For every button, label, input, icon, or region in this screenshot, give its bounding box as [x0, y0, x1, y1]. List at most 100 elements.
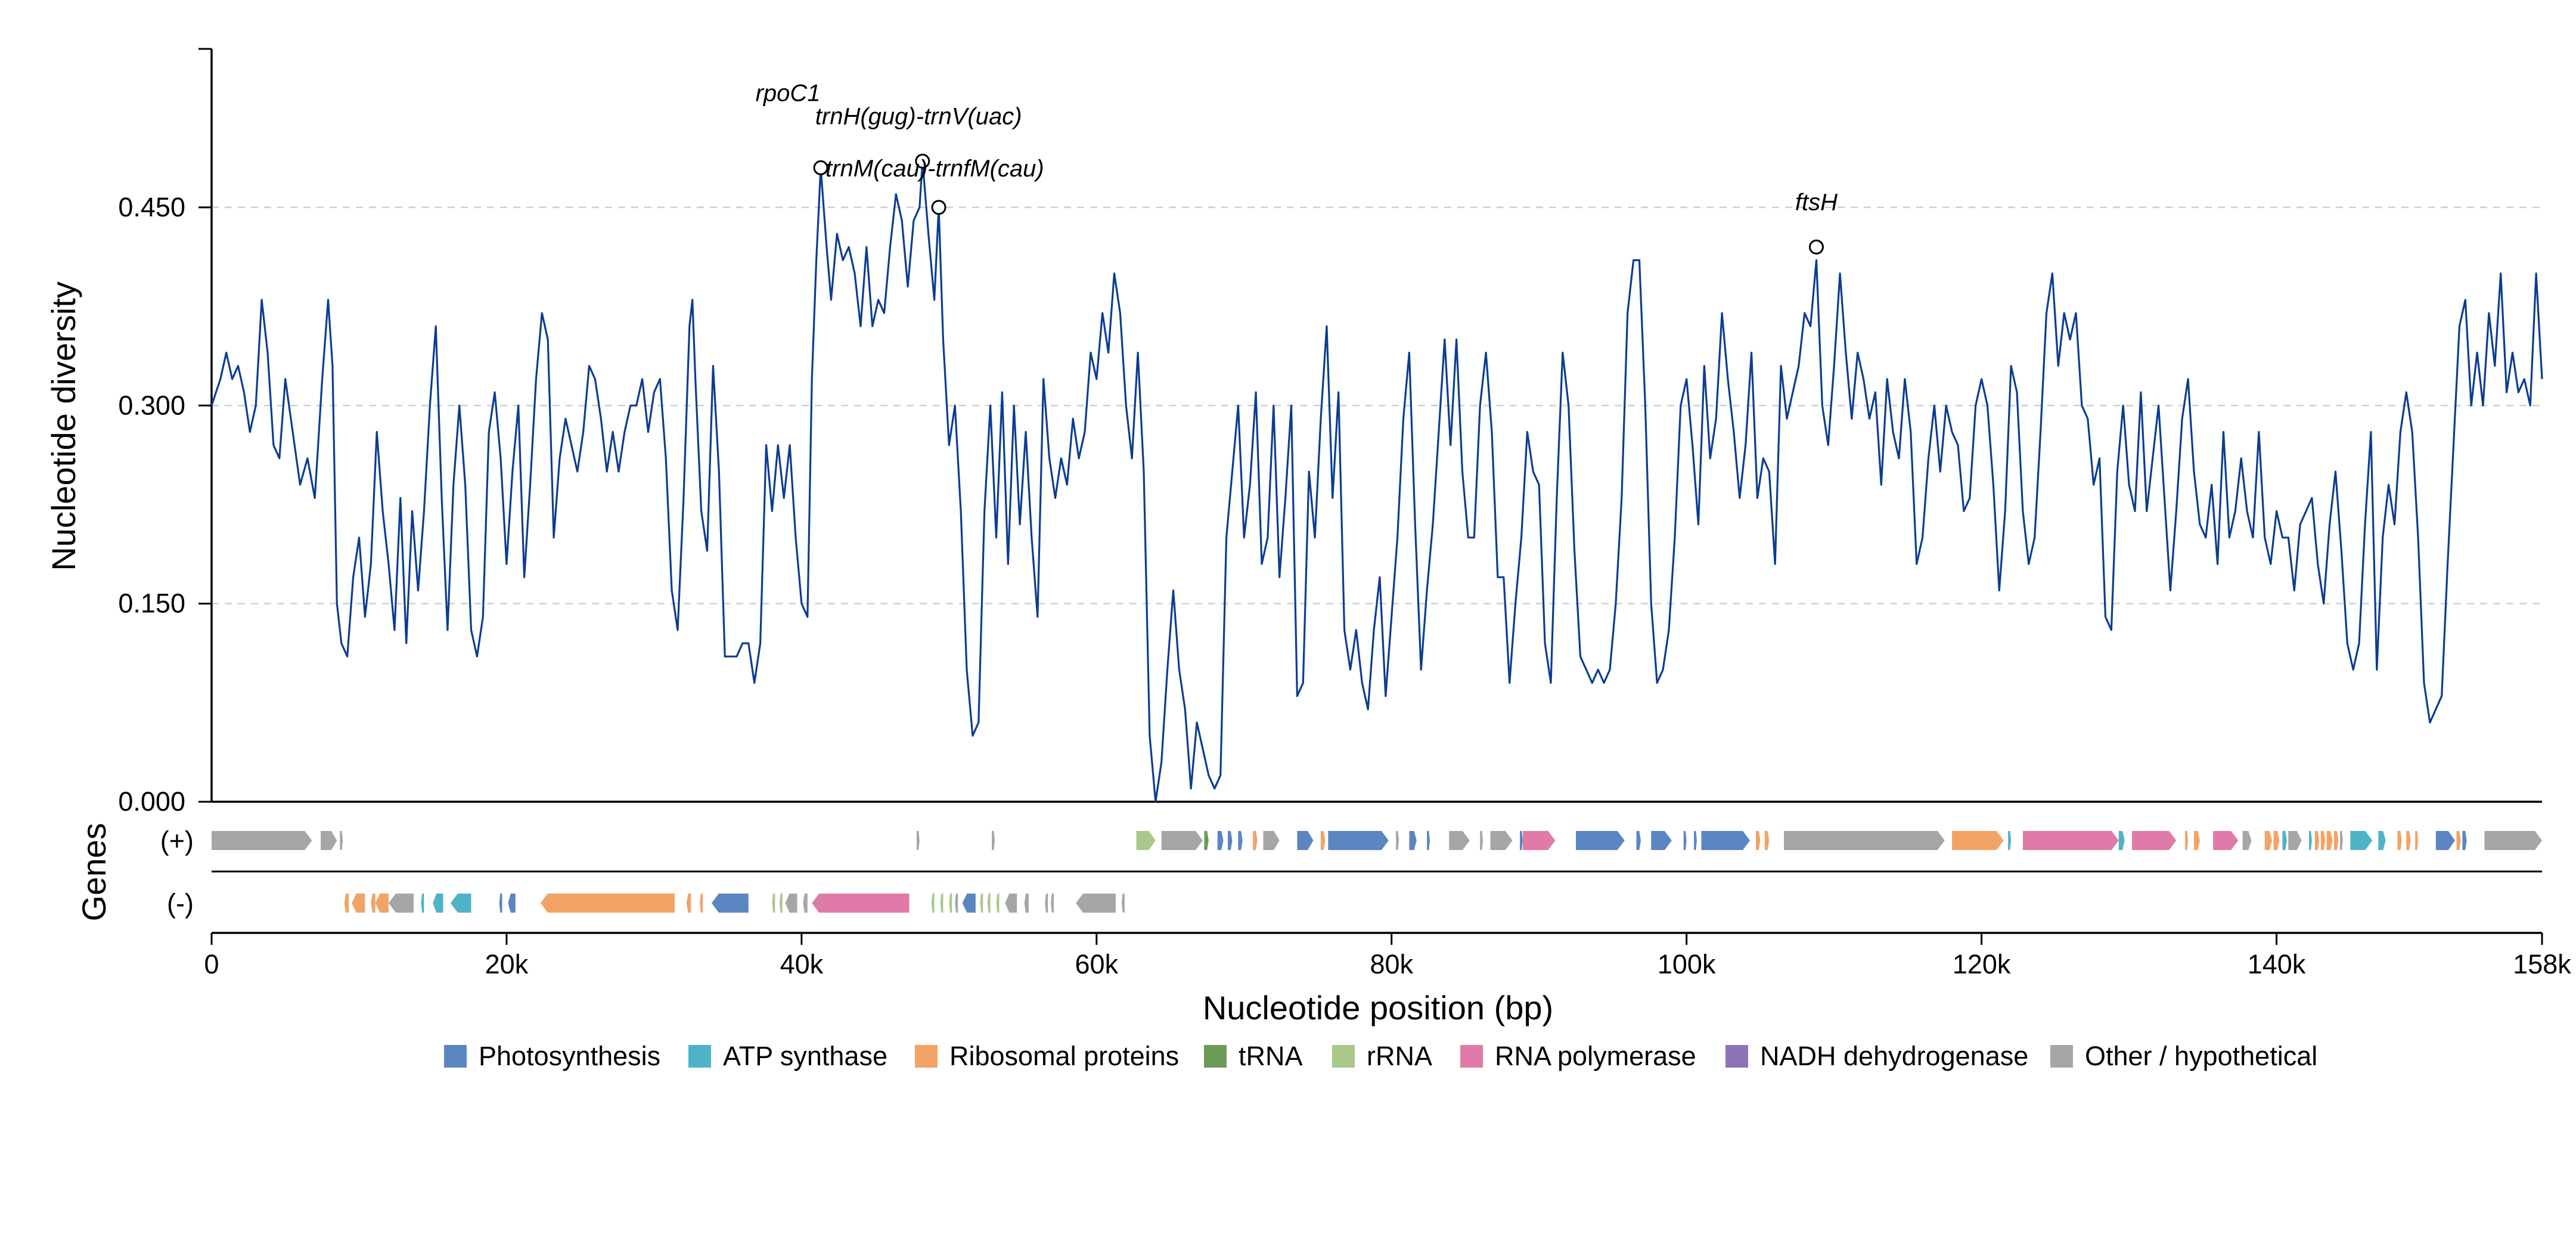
legend-label-atp: ATP synthase: [723, 1041, 887, 1071]
gene-ribo: [2406, 831, 2411, 850]
x-tick-label: 80k: [1370, 949, 1413, 979]
gene-other: [2339, 831, 2343, 850]
gene-rrna: [772, 894, 775, 913]
gene-ribo: [2397, 831, 2402, 850]
legend-swatch-trna: [1204, 1045, 1227, 1068]
gene-ribo: [540, 894, 675, 913]
gene-other: [1449, 831, 1470, 850]
gene-rnapol: [1522, 831, 1556, 850]
legend-swatch-ribo: [915, 1045, 938, 1068]
gene-rrna: [949, 894, 952, 913]
legend-label-trna: tRNA: [1239, 1041, 1303, 1071]
gene-other: [803, 894, 808, 913]
gene-rrna: [779, 894, 783, 913]
gene-photo: [962, 894, 976, 913]
gene-ribo: [686, 894, 691, 913]
gene-photo: [1651, 831, 1672, 850]
gene-track-title: Genes: [75, 823, 113, 922]
gene-atp: [2350, 831, 2373, 850]
gene-other: [1076, 894, 1116, 913]
gene-photo: [1297, 831, 1314, 850]
series-layer: [210, 160, 2543, 803]
gene-photo: [499, 894, 502, 913]
gene-atp: [2118, 831, 2125, 850]
gene-ribo: [1755, 831, 1761, 850]
gene-ribo: [2193, 831, 2200, 850]
legend-label-nadh: NADH dehydrogenase: [1760, 1041, 2028, 1071]
gene-other: [1121, 894, 1125, 913]
gene-ribo: [352, 894, 365, 913]
legend-swatch-atp: [688, 1045, 711, 1068]
gene-atp: [450, 894, 471, 913]
y-tick-label: 0.000: [118, 786, 185, 817]
gene-other: [1784, 831, 1945, 850]
gene-other: [785, 894, 797, 913]
gene-ribo: [344, 894, 349, 913]
gene-other: [1396, 831, 1399, 850]
gene-ribo: [1952, 831, 2004, 850]
legend-label-photo: Photosynthesis: [479, 1041, 660, 1071]
peak-label: rpoC1: [756, 80, 821, 106]
gene-rrna: [1136, 831, 1156, 850]
x-tick-label: 40k: [780, 949, 824, 979]
gene-ribo: [1764, 831, 1770, 850]
strand-label: (-): [167, 888, 194, 919]
gene-photo: [1694, 831, 1697, 850]
gene-rnapol: [812, 894, 910, 913]
gene-other: [388, 894, 414, 913]
axes-layer: 0.000 0.150 0.300 0.450: [118, 48, 2542, 817]
gene-ribo: [375, 894, 389, 913]
peak-label: ftsH: [1795, 189, 1838, 215]
gene-photo: [508, 894, 516, 913]
gene-photo: [1238, 831, 1243, 850]
gene-atp: [421, 894, 424, 913]
legend-swatch-other: [2050, 1045, 2073, 1068]
legend-swatch-rrna: [1332, 1045, 1355, 1068]
legend-label-ribo: Ribosomal proteins: [949, 1041, 1179, 1071]
legend-label-rnapol: RNA polymerase: [1495, 1041, 1696, 1071]
legend: Photosynthesis ATP synthase Ribosomal prot…: [444, 1041, 2317, 1071]
gene-photo: [1328, 831, 1389, 850]
legend-swatch-nadh: [1725, 1045, 1748, 1068]
gene-other: [1161, 831, 1203, 850]
gene-ribo: [2456, 831, 2461, 850]
gene-rnapol: [2213, 831, 2239, 850]
gene-ribo: [1253, 831, 1258, 850]
y-axis-title: Nucleotide diversity: [45, 281, 82, 571]
gene-ribo: [2334, 831, 2339, 850]
gene-atp: [2282, 831, 2287, 850]
gene-photo: [1427, 831, 1430, 850]
gene-photo: [2435, 831, 2455, 850]
peak-label: trnM(cau)-trnfM(cau): [825, 156, 1044, 182]
grid-layer: [212, 206, 2542, 604]
gene-rrna: [996, 894, 1000, 913]
gene-photo: [1683, 831, 1687, 850]
x-tick-label: 158k: [2513, 949, 2571, 979]
gene-atp: [433, 894, 443, 913]
peak-marker: [1808, 239, 1824, 255]
gene-ribo: [371, 894, 375, 913]
gene-ribo: [2314, 831, 2320, 850]
gene-photo: [1576, 831, 1625, 850]
y-tick-label: 0.150: [118, 588, 185, 619]
gene-rrna: [931, 894, 935, 913]
x-axis: 0 20k 40k 60k 80k 100k 120k 140k 158k: [204, 932, 2571, 979]
gene-photo: [1217, 831, 1224, 850]
gene-ribo: [2320, 831, 2326, 850]
gene-ribo: [2185, 831, 2189, 850]
diversity-series-line: [210, 160, 2543, 803]
strand-label: (+): [160, 826, 194, 856]
gene-rrna: [980, 894, 983, 913]
gene-other: [1263, 831, 1280, 850]
gene-trna: [1204, 831, 1209, 850]
x-tick-label: 0: [204, 949, 219, 979]
gene-other: [321, 831, 337, 850]
gene-ribo: [1320, 831, 1326, 850]
gene-other: [212, 831, 312, 850]
gene-rnapol: [2022, 831, 2119, 850]
gene-other: [916, 831, 920, 850]
peak-marker: [813, 160, 828, 175]
